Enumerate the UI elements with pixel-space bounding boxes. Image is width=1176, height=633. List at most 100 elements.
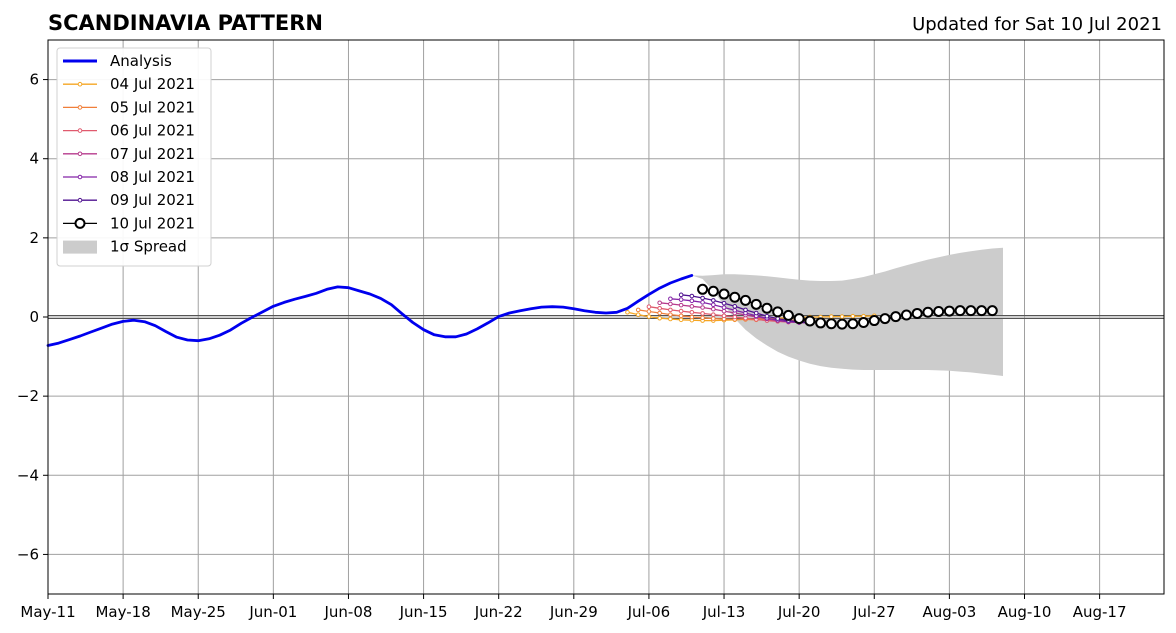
forecast-point bbox=[646, 314, 652, 319]
forecast-point bbox=[965, 305, 977, 317]
legend-marker bbox=[74, 217, 86, 229]
forecast-point bbox=[976, 305, 988, 317]
y-tick-label: 2 bbox=[29, 229, 39, 247]
forecast-10-jul-2021 bbox=[697, 283, 998, 330]
legend: Analysis 04 Jul 2021 05 Jul 2021 06 Jul 202… bbox=[56, 47, 212, 267]
legend-label: 07 Jul 2021 bbox=[110, 145, 195, 163]
forecast-point bbox=[711, 302, 716, 308]
forecast-point bbox=[729, 291, 741, 303]
forecast-point bbox=[732, 314, 738, 320]
forecast-point bbox=[879, 313, 891, 325]
forecast-point bbox=[689, 309, 695, 315]
legend-item: 04 Jul 2021 bbox=[63, 75, 195, 93]
legend-box bbox=[56, 47, 212, 267]
forecast-point bbox=[657, 315, 662, 321]
forecast-point bbox=[711, 316, 716, 321]
forecast-point bbox=[657, 300, 662, 306]
forecast-point bbox=[922, 306, 934, 318]
legend-label: 09 Jul 2021 bbox=[110, 191, 195, 209]
forecast-point bbox=[646, 309, 652, 314]
forecast-point bbox=[678, 317, 684, 323]
forecast-point bbox=[900, 309, 912, 321]
legend-item: Analysis bbox=[63, 52, 172, 70]
spread-area bbox=[691, 247, 1003, 376]
forecast-point bbox=[700, 311, 705, 316]
legend-label: 06 Jul 2021 bbox=[110, 122, 195, 140]
forecast-point bbox=[689, 293, 695, 299]
forecast-point bbox=[772, 306, 784, 318]
x-tick-label: Jun-01 bbox=[248, 603, 297, 621]
x-tick-label: Aug-10 bbox=[998, 603, 1052, 621]
forecast-point bbox=[836, 318, 848, 330]
forecast-point bbox=[829, 314, 834, 319]
legend-marker bbox=[77, 81, 83, 87]
forecast-point bbox=[678, 292, 684, 298]
analysis-line bbox=[46, 273, 694, 347]
forecast-point bbox=[721, 305, 727, 310]
legend-patch bbox=[63, 240, 97, 254]
x-tick-label: Aug-17 bbox=[1073, 603, 1127, 621]
legend-label: 08 Jul 2021 bbox=[110, 168, 195, 186]
forecast-point bbox=[700, 315, 705, 321]
forecast-point bbox=[793, 313, 805, 325]
x-tick-label: Jul-13 bbox=[702, 603, 746, 621]
forecast-point bbox=[635, 312, 641, 317]
forecast-point bbox=[657, 310, 662, 316]
legend-marker bbox=[77, 128, 83, 133]
y-tick-label: 6 bbox=[29, 71, 39, 89]
y-tick-label: −6 bbox=[17, 545, 39, 563]
forecast-point bbox=[721, 308, 727, 314]
forecast-point bbox=[689, 304, 695, 309]
x-tick-label: Jun-22 bbox=[474, 603, 523, 621]
legend-item: 06 Jul 2021 bbox=[63, 122, 195, 140]
spread-band bbox=[691, 247, 1003, 376]
forecast-point bbox=[858, 317, 870, 329]
x-tick-label: May-25 bbox=[171, 603, 226, 621]
legend-marker bbox=[77, 174, 83, 180]
forecast-point bbox=[804, 315, 816, 327]
legend-item: 09 Jul 2021 bbox=[63, 191, 195, 209]
forecast-point bbox=[847, 318, 859, 330]
forecast-point bbox=[743, 307, 748, 313]
forecast-point bbox=[753, 310, 759, 316]
x-tick-label: Jul-06 bbox=[627, 603, 671, 621]
legend-marker bbox=[77, 197, 83, 203]
forecast-point bbox=[689, 314, 695, 320]
forecast-point bbox=[646, 304, 652, 310]
forecast-point bbox=[668, 316, 673, 322]
forecast-point bbox=[625, 309, 630, 315]
forecast-point bbox=[986, 305, 998, 317]
forecast-point bbox=[943, 305, 955, 317]
forecast-point bbox=[732, 307, 738, 313]
legend-marker bbox=[77, 151, 83, 157]
forecast-point bbox=[825, 318, 837, 330]
x-tick-label: Jun-15 bbox=[399, 603, 448, 621]
forecast-point bbox=[721, 313, 727, 319]
forecast-point bbox=[718, 288, 730, 300]
forecast-point bbox=[668, 296, 673, 302]
forecast-point bbox=[700, 300, 705, 305]
x-tick-label: Jul-20 bbox=[777, 603, 821, 621]
legend-item: 10 Jul 2021 bbox=[63, 214, 195, 232]
legend-item: 07 Jul 2021 bbox=[63, 145, 195, 163]
forecast-point bbox=[782, 309, 794, 321]
forecast-point bbox=[868, 315, 880, 327]
forecast-point bbox=[707, 285, 719, 297]
y-tick-label: −4 bbox=[17, 466, 39, 484]
forecast-point bbox=[689, 298, 695, 304]
x-tick-label: Jul-27 bbox=[852, 603, 896, 621]
x-tick-label: Jun-29 bbox=[549, 603, 598, 621]
legend-marker bbox=[77, 105, 83, 110]
forecast-point bbox=[697, 283, 709, 295]
legend-item: 1σ Spread bbox=[63, 238, 187, 256]
forecast-point bbox=[711, 298, 716, 303]
forecast-point bbox=[668, 307, 673, 313]
forecast-point bbox=[657, 305, 662, 311]
axes: May-11 May-18 May-25 Jun-01 Jun-08 Jun-15 Jun-… bbox=[17, 39, 1165, 621]
x-tick-label: May-18 bbox=[95, 603, 150, 621]
forecast-point bbox=[678, 308, 684, 314]
legend-label: 10 Jul 2021 bbox=[110, 214, 195, 232]
forecast-point bbox=[890, 311, 902, 323]
plot-frame bbox=[47, 39, 1165, 595]
x-tick-label: Jun-08 bbox=[323, 603, 372, 621]
